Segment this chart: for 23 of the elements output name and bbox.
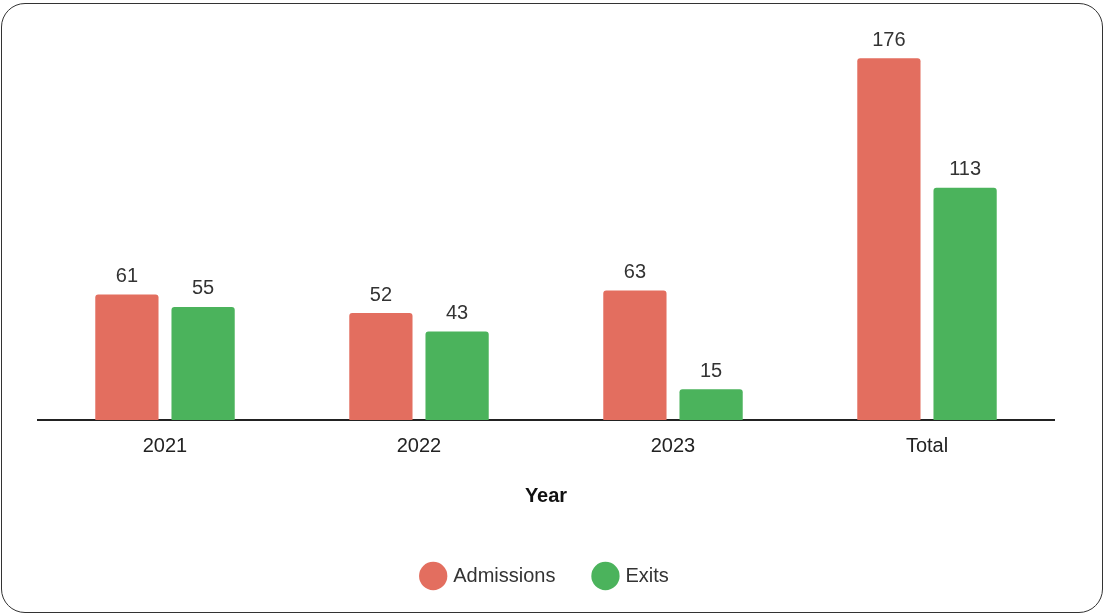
x-tick-label: 2023 <box>650 433 696 456</box>
x-tick-label: 2022 <box>396 433 442 456</box>
legend-label: Exits <box>625 563 669 586</box>
x-tick-label: Total <box>905 433 949 456</box>
data-label: 63 <box>623 260 647 283</box>
data-label: 43 <box>445 301 469 324</box>
data-label: 176 <box>872 27 906 50</box>
bar <box>857 58 921 420</box>
data-label: 61 <box>115 264 139 287</box>
x-tick-label: 2021 <box>142 433 188 456</box>
bar <box>425 331 489 420</box>
bar <box>95 294 159 420</box>
bar <box>349 313 413 420</box>
bar <box>171 306 235 420</box>
legend-label: Admissions <box>453 563 556 586</box>
bar <box>933 187 997 420</box>
x-axis-title: Year <box>524 483 568 506</box>
data-label: 55 <box>191 276 215 299</box>
data-label: 52 <box>369 282 393 305</box>
bar <box>603 290 667 420</box>
bar <box>679 389 743 420</box>
data-label: 15 <box>699 358 723 381</box>
data-label: 113 <box>949 157 982 180</box>
